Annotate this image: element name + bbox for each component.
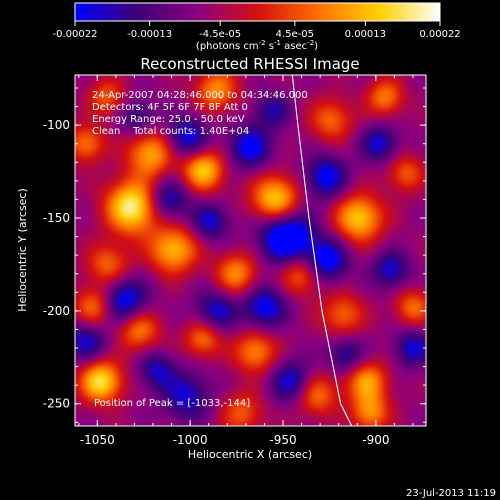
colorbar-ticks: -0.00022 -0.00013 -4.5e-05 4.5e-05 0.00013 0.… [53,21,461,40]
y-axis-label: Heliocentric Y (arcsec) [16,188,29,312]
colorbar [74,2,441,22]
colorbar-tick-label: 4.5e-05 [276,29,314,40]
annotation-block: 24-Apr-2007 04:28:46.000 to 04:34:46.000… [92,90,308,137]
colorbar-tick-label: -0.00013 [127,29,172,40]
annotation-detectors: Detectors: 4F 5F 6F 7F 8F Att 0 [92,102,248,113]
axis-ticks: -1050 -1000 -950 -900 -100 -150 -200 -250 [43,75,426,447]
x-axis-label: Heliocentric X (arcsec) [188,448,312,461]
heatmap-image [75,75,426,426]
colorbar-units: (photons cm-2 s-1 asec-2) [196,39,318,52]
y-tick-label: -100 [43,118,70,132]
x-tick-label: -1050 [80,433,115,447]
y-tick-label: -250 [43,397,70,411]
colorbar-tick-label: 0.00022 [419,29,460,40]
y-tick-label: -150 [43,211,70,225]
footer-date: 23-Jul-2013 11:19 [406,488,496,499]
solar-limb-curve [291,75,353,426]
heatmap-area [75,75,426,426]
x-tick-label: -950 [269,433,296,447]
annotation-energy: Energy Range: 25.0 - 50.0 keV [92,114,245,125]
peak-position-label: Position of Peak = [-1033,-144] [94,398,250,409]
plot-frame [74,74,427,427]
annotation-time-range: 24-Apr-2007 04:28:46.000 to 04:34:46.000 [92,90,308,101]
x-tick-label: -900 [362,433,389,447]
annotation-clean-counts: Clean Total counts: 1.40E+04 [92,126,249,137]
chart-title: Reconstructed RHESSI Image [140,55,359,73]
colorbar-tick-label: -0.00022 [53,29,98,40]
y-tick-label: -200 [43,304,70,318]
x-tick-label: -1000 [173,433,208,447]
colorbar-tick-label: 0.00013 [345,29,386,40]
colorbar-tick-label: -4.5e-05 [199,29,241,40]
